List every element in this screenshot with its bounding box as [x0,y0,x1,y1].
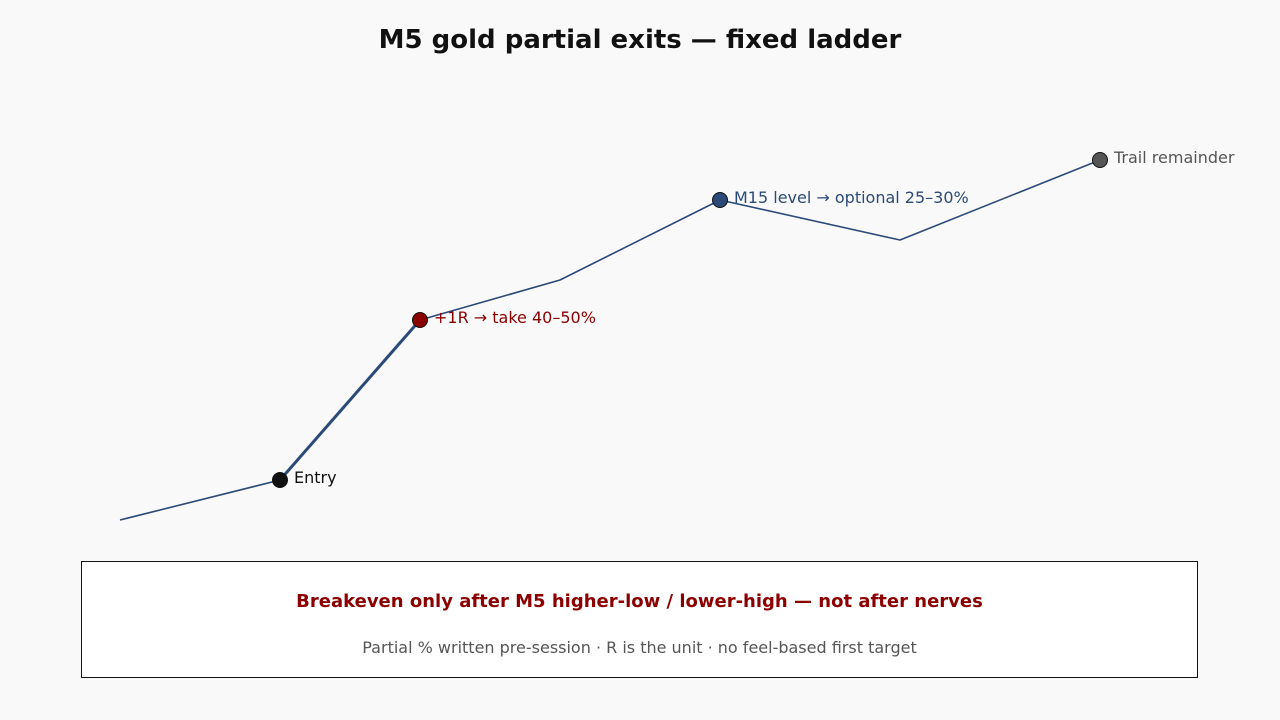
entry-label: Entry [294,468,337,487]
trail-marker [1092,152,1108,168]
first-target-label: +1R → take 40–50% [434,308,596,327]
m15-level-marker [712,192,728,208]
price-path-line [119,159,1101,521]
diagram-title: M5 gold partial exits — fixed ladder [379,25,902,55]
rule-note-box: Breakeven only after M5 higher-low / low… [81,561,1198,678]
rule-note-subline: Partial % written pre-session · R is the… [362,638,917,657]
entry-marker [272,472,288,488]
m15-level-label: M15 level → optional 25–30% [734,188,969,207]
rule-note-headline: Breakeven only after M5 higher-low / low… [296,591,983,612]
entry-to-target-segment [278,319,422,481]
trail-label: Trail remainder [1113,148,1235,167]
first-target-marker [412,312,428,328]
